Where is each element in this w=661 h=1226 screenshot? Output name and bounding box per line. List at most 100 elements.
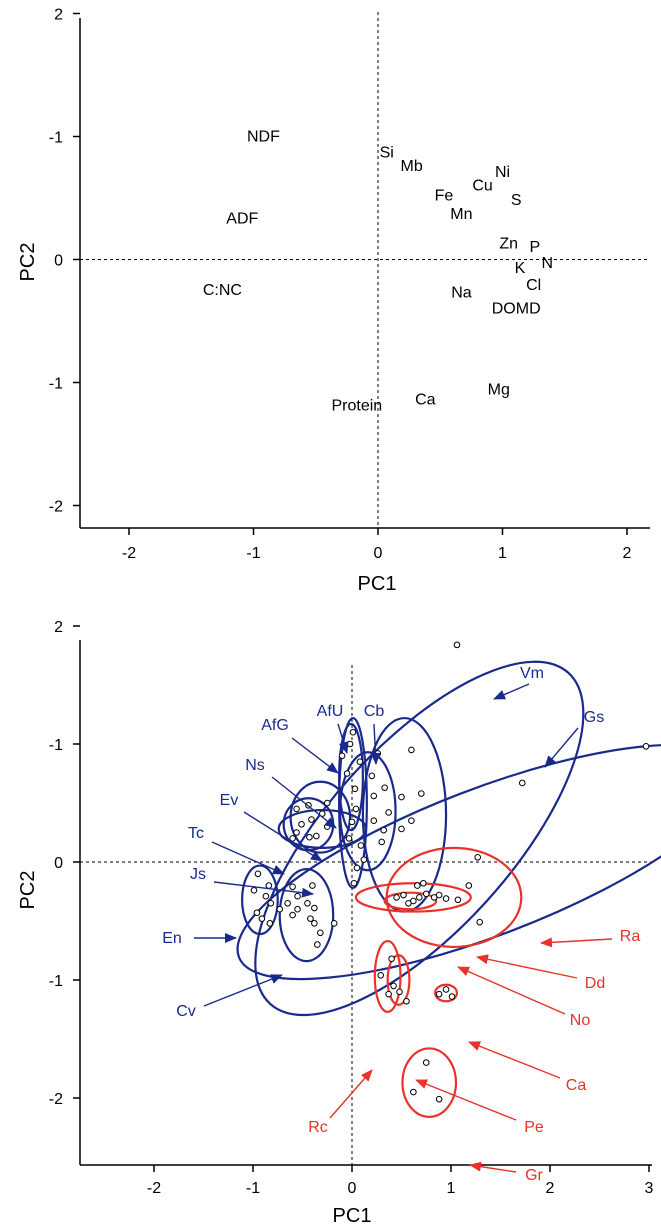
x-tick-label: 1 — [498, 545, 507, 562]
variable-label: NDF — [247, 128, 280, 145]
group-label-rc: Rc — [308, 1119, 328, 1136]
reference-lines — [80, 665, 652, 1165]
group-label-cb: Cb — [364, 703, 385, 720]
group-ellipse-afg — [338, 716, 368, 890]
data-point — [351, 785, 359, 793]
data-point — [356, 758, 364, 766]
variable-label: Cl — [526, 277, 541, 294]
data-point — [418, 790, 425, 797]
variable-label: C:NC — [203, 282, 242, 299]
group-arrow-pe — [415, 1079, 517, 1121]
data-point — [294, 892, 301, 900]
y-axis-title: PC2 — [17, 243, 39, 282]
data-point — [388, 955, 395, 963]
group-arrow-ca — [468, 1041, 561, 1079]
group-arrow-no — [457, 966, 566, 1015]
group-ellipse-cv — [278, 867, 335, 963]
y-tick-label: -1 — [49, 973, 63, 990]
x-axis-title: PC1 — [333, 1205, 372, 1226]
data-point — [311, 920, 318, 927]
data-point — [414, 882, 421, 889]
variable-label: ADF — [226, 211, 258, 228]
group-arrow-vm — [493, 683, 530, 700]
group-ellipse-js — [277, 808, 367, 849]
data-point — [360, 856, 368, 863]
y-tick-label: -1 — [49, 737, 63, 754]
x-tick-label: 0 — [348, 1180, 357, 1197]
y-tick-label: 2 — [54, 7, 63, 24]
data-point — [453, 641, 461, 649]
y-axis-ticks: 2 -1 0 -1 -2 — [49, 7, 80, 516]
data-point — [265, 882, 273, 889]
variable-label: Ni — [495, 164, 510, 181]
group-label-tc: Tc — [188, 825, 204, 842]
data-point — [642, 743, 650, 750]
group-ellipse-dd — [354, 882, 472, 913]
group-ellipse-rc — [373, 939, 402, 1013]
reference-lines — [80, 12, 650, 528]
data-point — [381, 784, 388, 791]
data-point — [385, 809, 392, 816]
scores-chart: -2 -1 0 1 2 3 2 -1 0 -1 -2 Vm Gs Cb AfU AfG Ns Ev Tc Js En… — [17, 619, 661, 1226]
group-arrow-tc — [211, 841, 285, 875]
data-point — [304, 900, 311, 907]
variable-label: P — [530, 239, 541, 256]
x-tick-label: 3 — [645, 1180, 654, 1197]
group-label-afg: AfG — [261, 717, 289, 734]
x-axis-ticks: -2 -1 0 1 2 — [122, 528, 632, 562]
data-point — [348, 818, 356, 826]
y-tick-label: -1 — [49, 376, 63, 393]
group-label-ev: Ev — [220, 792, 239, 809]
y-axis-ticks: 2 -1 0 -1 -2 — [49, 619, 80, 1108]
data-point — [289, 835, 296, 842]
group-ellipse-ra — [385, 846, 523, 949]
data-point — [370, 817, 378, 825]
group-label-afu: AfU — [317, 703, 344, 720]
data-point — [311, 904, 318, 912]
y-tick-label: -2 — [49, 499, 63, 516]
data-point — [403, 997, 410, 1005]
data-point — [289, 911, 296, 919]
group-arrow-gs — [544, 727, 579, 768]
group-arrow-cv — [203, 974, 283, 1007]
data-point — [267, 900, 275, 907]
data-point — [448, 993, 456, 1000]
group-ellipse-gs — [236, 743, 661, 981]
data-point — [346, 740, 354, 748]
data-point — [349, 728, 357, 736]
group-ellipse-en — [241, 864, 279, 936]
variable-label: S — [511, 192, 522, 209]
variable-label: N — [542, 255, 554, 272]
variable-label: Fe — [435, 187, 454, 204]
data-point — [254, 870, 262, 878]
data-point — [294, 905, 301, 913]
data-point — [370, 792, 378, 800]
data-point — [398, 825, 405, 833]
data-point — [330, 920, 338, 927]
group-ellipse-gr — [401, 1047, 458, 1118]
data-point — [393, 894, 400, 901]
group-arrow-js — [213, 881, 314, 898]
data-point — [368, 772, 376, 780]
variable-label: Zn — [499, 235, 518, 252]
data-point — [380, 826, 387, 834]
group-ellipse-pe — [386, 954, 411, 1006]
plot-frame — [79, 18, 650, 529]
variable-label: DOMD — [492, 300, 541, 317]
group-arrow-cb — [370, 723, 381, 765]
x-axis-ticks: -2 -1 0 1 2 3 — [147, 1165, 654, 1197]
data-point — [307, 915, 314, 922]
variable-label: Mn — [450, 206, 472, 223]
data-point — [284, 900, 291, 907]
data-point — [435, 990, 443, 998]
group-arrows — [194, 683, 613, 1173]
data-point — [410, 1088, 417, 1096]
data-point — [435, 1095, 443, 1103]
data-point — [442, 895, 450, 902]
data-point — [474, 853, 482, 861]
data-point — [314, 941, 321, 948]
group-arrow-ev — [243, 811, 323, 862]
group-label-gr: Gr — [525, 1167, 543, 1184]
variable-label: Cu — [472, 177, 492, 194]
data-point — [352, 805, 360, 813]
